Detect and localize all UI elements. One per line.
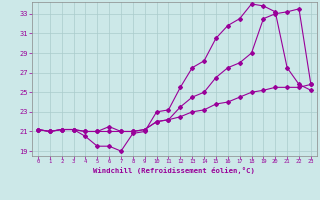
X-axis label: Windchill (Refroidissement éolien,°C): Windchill (Refroidissement éolien,°C) [93,167,255,174]
